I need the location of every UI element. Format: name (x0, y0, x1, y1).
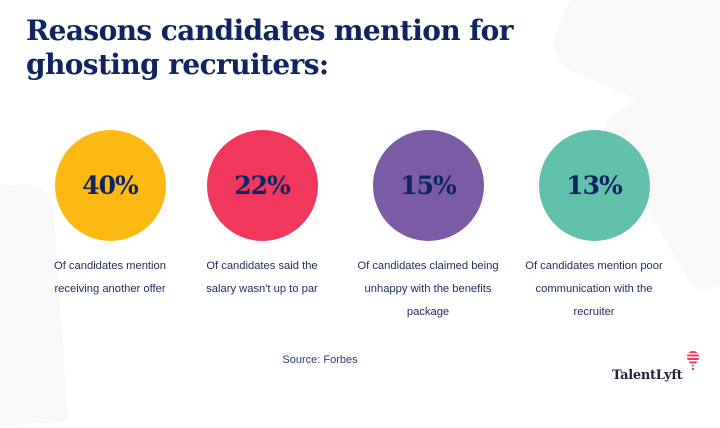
stat-card-salary: 22% Of candidates said the salary wasn't… (187, 130, 337, 301)
stat-circle: 13% (538, 130, 650, 241)
stat-circle: 15% (372, 130, 484, 241)
stat-circle: 40% (54, 130, 166, 241)
page-title: Reasons candidates mention for ghosting … (26, 14, 514, 81)
stat-value: 40% (82, 171, 139, 200)
stat-value: 22% (234, 171, 291, 200)
talentlyft-logo: TalentLyft (612, 368, 683, 383)
stat-description: Of candidates said the salary wasn't up … (206, 260, 318, 295)
stat-value: 13% (566, 171, 623, 200)
stat-circle: 22% (206, 130, 318, 241)
stat-description: Of candidates claimed being unhappy with… (357, 260, 499, 318)
stat-card-benefits: 15% Of candidates claimed being unhappy … (353, 130, 503, 324)
stat-card-offer: 40% Of candidates mention receiving anot… (35, 130, 185, 301)
stat-card-communication: 13% Of candidates mention poor communica… (519, 130, 669, 324)
source-caption: Source: Forbes (282, 354, 358, 366)
stat-description: Of candidates mention receiving another … (54, 260, 166, 295)
stat-description: Of candidates mention poor communication… (525, 260, 663, 318)
stat-value: 15% (400, 171, 457, 200)
balloon-icon (687, 351, 699, 370)
